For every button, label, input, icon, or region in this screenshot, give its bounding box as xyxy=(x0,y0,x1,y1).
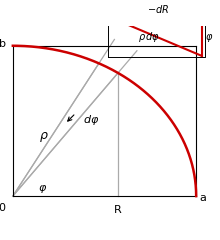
Text: b: b xyxy=(0,39,6,49)
Text: a: a xyxy=(200,193,207,203)
Text: 0: 0 xyxy=(0,204,6,213)
Text: $\rho\,d\varphi$: $\rho\,d\varphi$ xyxy=(138,30,160,44)
Text: $-dR$: $-dR$ xyxy=(147,3,169,15)
Text: R: R xyxy=(114,205,122,215)
Text: $d\varphi$: $d\varphi$ xyxy=(83,113,99,127)
Text: $\varphi$: $\varphi$ xyxy=(38,183,47,195)
Text: $\rho$: $\rho$ xyxy=(39,130,49,144)
Text: $\varphi$: $\varphi$ xyxy=(205,31,214,43)
